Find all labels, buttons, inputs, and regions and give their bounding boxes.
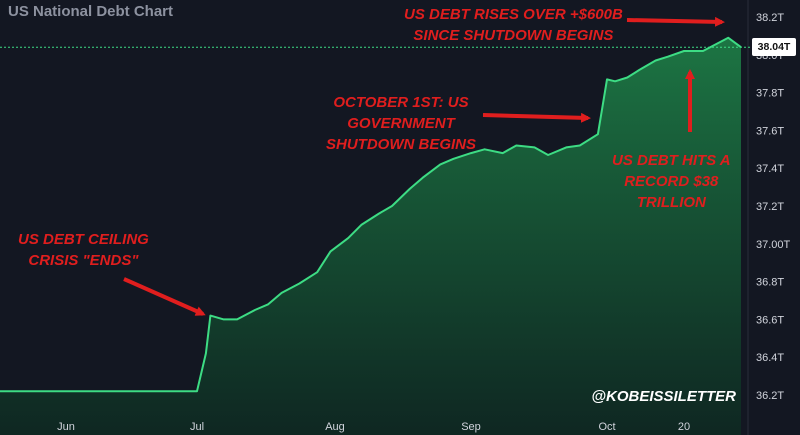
arrow-debt-rises [626,16,725,27]
area-fill [0,37,741,435]
y-tick-label: 37.8T [756,88,784,100]
x-tick-label: Oct [598,421,615,433]
annotation-line: SINCE SHUTDOWN BEGINS [413,27,614,44]
x-tick-label: Sep [461,421,481,433]
watermark: @KOBEISSILETTER [591,388,736,405]
annotation-line: TRILLION [636,194,706,211]
last-value-label: 38.04T [752,38,796,57]
y-tick-label: 37.4T [756,163,784,175]
y-tick-label: 37.2T [756,201,784,213]
y-tick-label: 36.2T [756,390,784,402]
annotation-line: OCTOBER 1ST: US [333,94,469,111]
y-tick-label: 37.6T [756,125,784,137]
chart-title: US National Debt Chart [8,3,174,20]
y-tick-label: 37.00T [756,239,791,251]
annotation-line: CRISIS "ENDS" [28,252,139,269]
annotation-line: US DEBT HITS A [612,152,731,169]
annotation-debt-ceiling: US DEBT CEILING CRISIS "ENDS" [18,229,149,271]
y-tick-label: 36.8T [756,277,784,289]
x-tick-label: Jun [57,421,75,433]
annotation-line: US DEBT CEILING [18,231,149,248]
arrow-shutdown [482,112,591,123]
annotation-line: SHUTDOWN BEGINS [326,136,476,153]
series-line [0,36,742,393]
annotation-shutdown-begins: OCTOBER 1ST: US GOVERNMENT SHUTDOWN BEGI… [326,92,476,155]
x-tick-label: 20 [678,421,690,433]
arrow-debt-ceiling [123,277,206,316]
annotation-line: US DEBT RISES OVER +$600B [404,6,623,23]
annotation-debt-rises: US DEBT RISES OVER +$600B SINCE SHUTDOWN… [404,4,623,46]
annotation-line: RECORD $38 [624,173,719,190]
annotation-line: GOVERNMENT [347,115,455,132]
y-tick-label: 38.2T [756,12,784,24]
annotation-record-debt: US DEBT HITS A RECORD $38 TRILLION [612,150,731,213]
x-tick-label: Jul [190,421,204,433]
x-tick-label: Aug [325,421,345,433]
y-tick-label: 36.4T [756,352,784,364]
y-tick-label: 36.6T [756,314,784,326]
